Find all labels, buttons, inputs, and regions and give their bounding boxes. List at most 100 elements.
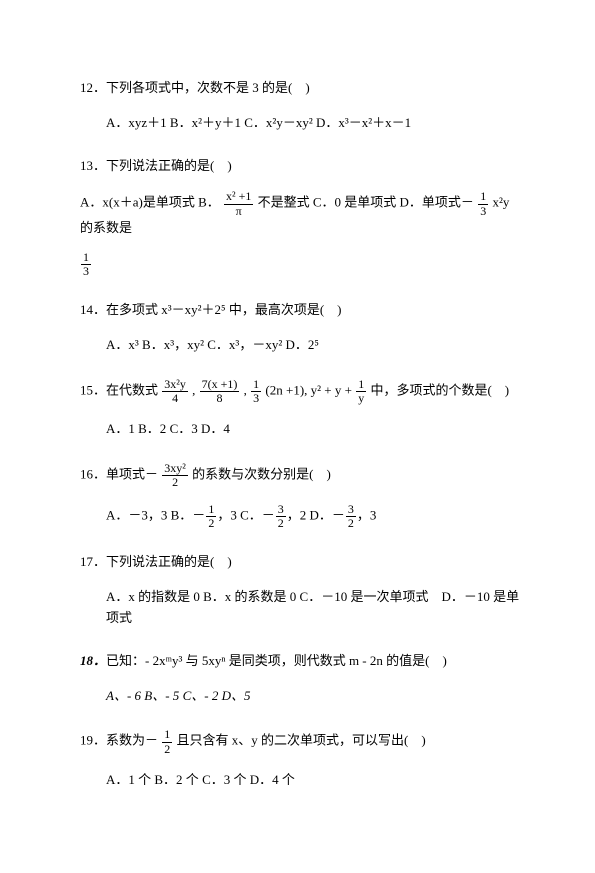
- q13-options: A．x(x＋a)是单项式 B． x² +1π 不是整式 C．0 是单项式 D．单…: [80, 190, 520, 238]
- q19-pre: 系数为－: [106, 733, 158, 748]
- q14-opt-b: B．x³，xy²: [142, 337, 204, 352]
- q13-a-pre: A．x(x＋a)是单项式 B．: [80, 195, 220, 210]
- q13-stem: 13．下列说法正确的是( ): [80, 156, 520, 177]
- q12-num: 12．: [80, 80, 106, 95]
- q15-f2: 7(x +1)8: [200, 378, 240, 405]
- q18-stem-text: 已知：- 2xᵐy³ 与 5xyⁿ 是同类项，则代数式 m - 2n 的值是( …: [106, 653, 447, 668]
- q16-c-fd: 2: [276, 517, 286, 530]
- q18-opt-d: D、5: [222, 688, 251, 703]
- q17-options: A．x 的指数是 0 B．x 的系数是 0 C．－10 是一次单项式 D．－10…: [80, 587, 520, 629]
- q16-b-post: ，3: [217, 508, 237, 523]
- q15-c1: ,: [192, 382, 199, 397]
- q15-f4n: 1: [356, 378, 366, 392]
- q15-mid: (2n +1), y² + y +: [265, 382, 355, 397]
- q16-b-fd: 2: [206, 517, 216, 530]
- q18-opt-b: B、- 5: [144, 688, 179, 703]
- question-13: 13．下列说法正确的是( ) A．x(x＋a)是单项式 B． x² +1π 不是…: [80, 156, 520, 278]
- q18-opt-c: C、- 2: [183, 688, 219, 703]
- q16-c-frac: 32: [276, 503, 286, 530]
- q16-d-fd: 2: [346, 517, 356, 530]
- q13-frac1-den: π: [224, 205, 253, 218]
- q16-stem: 16．单项式－ 3xy²2 的系数与次数分别是( ): [80, 462, 520, 489]
- q13-tail-frac: 13: [81, 251, 91, 278]
- q14-stem-text: 在多项式 x³－xy²＋2⁵ 中，最高次项是( ): [106, 302, 342, 317]
- q12-opt-c: C．x²y－xy²: [244, 115, 312, 130]
- q16-d-pre: D．－: [310, 508, 345, 523]
- q15-f2d: 8: [200, 392, 240, 405]
- q15-f4d: y: [356, 392, 366, 405]
- q15-f2n: 7(x +1): [200, 378, 240, 392]
- q14-opt-d: D．2⁵: [285, 337, 318, 352]
- q16-opt-a: A．－3，3: [106, 508, 167, 523]
- question-14: 14．在多项式 x³－xy²＋2⁵ 中，最高次项是( ) A．x³ B．x³，x…: [80, 300, 520, 356]
- q14-options: A．x³ B．x³，xy² C．x³，－xy² D．2⁵: [80, 335, 520, 356]
- q16-b-fn: 1: [206, 503, 216, 517]
- q15-f3n: 1: [251, 378, 261, 392]
- question-19: 19．系数为－ 12 且只含有 x、y 的二次单项式，可以写出( ) A．1 个…: [80, 728, 520, 790]
- q16-pre: 单项式－: [106, 466, 158, 481]
- q13-frac1: x² +1π: [224, 190, 253, 217]
- q15-post: 中，多项式的个数是( ): [370, 382, 509, 397]
- q15-f3d: 3: [251, 392, 261, 405]
- q12-stem-text: 下列各项式中，次数不是 3 的是( ): [106, 80, 310, 95]
- q16-d-frac: 32: [346, 503, 356, 530]
- question-18: 18．已知：- 2xᵐy³ 与 5xyⁿ 是同类项，则代数式 m - 2n 的值…: [80, 651, 520, 707]
- q16-num: 16．: [80, 466, 106, 481]
- q13-frac2-num: 1: [478, 190, 488, 204]
- q18-opt-a: A、- 6: [106, 688, 141, 703]
- page: 12．下列各项式中，次数不是 3 的是( ) A．xyz＋1 B．x²＋y＋1 …: [0, 0, 595, 873]
- q17-stem-text: 下列说法正确的是( ): [106, 554, 232, 569]
- q15-num: 15．: [80, 382, 106, 397]
- q16-b-frac: 12: [206, 503, 216, 530]
- q19-opt-c: C．3 个: [202, 772, 246, 787]
- q16-c-post: ，2: [287, 508, 307, 523]
- q17-line: A．x 的指数是 0 B．x 的系数是 0 C．－10 是一次单项式 D．－10…: [106, 589, 519, 625]
- q15-f1n: 3x²y: [162, 378, 188, 392]
- question-16: 16．单项式－ 3xy²2 的系数与次数分别是( ) A．－3，3 B．－12，…: [80, 462, 520, 531]
- q15-opt-a: A．1: [106, 421, 135, 436]
- q15-stem: 15．在代数式 3x²y4 , 7(x +1)8 , 13 (2n +1), y…: [80, 378, 520, 405]
- q13-stem-text: 下列说法正确的是( ): [106, 158, 232, 173]
- q15-options: A．1 B．2 C．3 D．4: [80, 419, 520, 440]
- q15-c2: ,: [244, 382, 251, 397]
- q18-num: 18．: [80, 653, 106, 668]
- q14-num: 14．: [80, 302, 106, 317]
- q16-frac: 3xy²2: [162, 462, 188, 489]
- q16-c-fn: 3: [276, 503, 286, 517]
- q19-post: 且只含有 x、y 的二次单项式，可以写出( ): [177, 733, 426, 748]
- q13-frac2: 13: [478, 190, 488, 217]
- q19-fd: 2: [162, 743, 172, 756]
- q17-num: 17．: [80, 554, 106, 569]
- q19-opt-a: A．1 个: [106, 772, 151, 787]
- q16-options: A．－3，3 B．－12，3 C．－32，2 D．－32，3: [80, 503, 520, 530]
- q13-tail-num: 1: [81, 251, 91, 265]
- q14-opt-c: C．x³，－xy²: [207, 337, 282, 352]
- q13-tail-den: 3: [81, 265, 91, 278]
- q19-stem: 19．系数为－ 12 且只含有 x、y 的二次单项式，可以写出( ): [80, 728, 520, 755]
- q13-num: 13．: [80, 158, 106, 173]
- q16-d-fn: 3: [346, 503, 356, 517]
- q12-opt-a: A．xyz＋1: [106, 115, 167, 130]
- q15-f3: 13: [251, 378, 261, 405]
- q15-f1: 3x²y4: [162, 378, 188, 405]
- q12-options: A．xyz＋1 B．x²＋y＋1 C．x²y－xy² D．x³－x²＋x－1: [80, 113, 520, 134]
- q13-frac2-den: 3: [478, 205, 488, 218]
- q19-frac: 12: [162, 728, 172, 755]
- question-17: 17．下列说法正确的是( ) A．x 的指数是 0 B．x 的系数是 0 C．－…: [80, 552, 520, 628]
- q18-stem: 18．已知：- 2xᵐy³ 与 5xyⁿ 是同类项，则代数式 m - 2n 的值…: [80, 651, 520, 672]
- q15-opt-b: B．2: [138, 421, 166, 436]
- q15-pre: 在代数式: [106, 382, 161, 397]
- q15-opt-c: C．3: [170, 421, 198, 436]
- q16-d-post: ，3: [357, 508, 377, 523]
- q15-f1d: 4: [162, 392, 188, 405]
- q16-b-pre: B．－: [171, 508, 206, 523]
- q14-stem: 14．在多项式 x³－xy²＋2⁵ 中，最高次项是( ): [80, 300, 520, 321]
- q12-opt-d: D．x³－x²＋x－1: [316, 115, 411, 130]
- q19-opt-d: D．4 个: [250, 772, 295, 787]
- q16-c-pre: C．－: [240, 508, 275, 523]
- q15-opt-d: D．4: [201, 421, 230, 436]
- question-15: 15．在代数式 3x²y4 , 7(x +1)8 , 13 (2n +1), y…: [80, 378, 520, 440]
- q13-tail: 13: [80, 251, 520, 278]
- q17-stem: 17．下列说法正确的是( ): [80, 552, 520, 573]
- q16-post: 的系数与次数分别是( ): [192, 466, 331, 481]
